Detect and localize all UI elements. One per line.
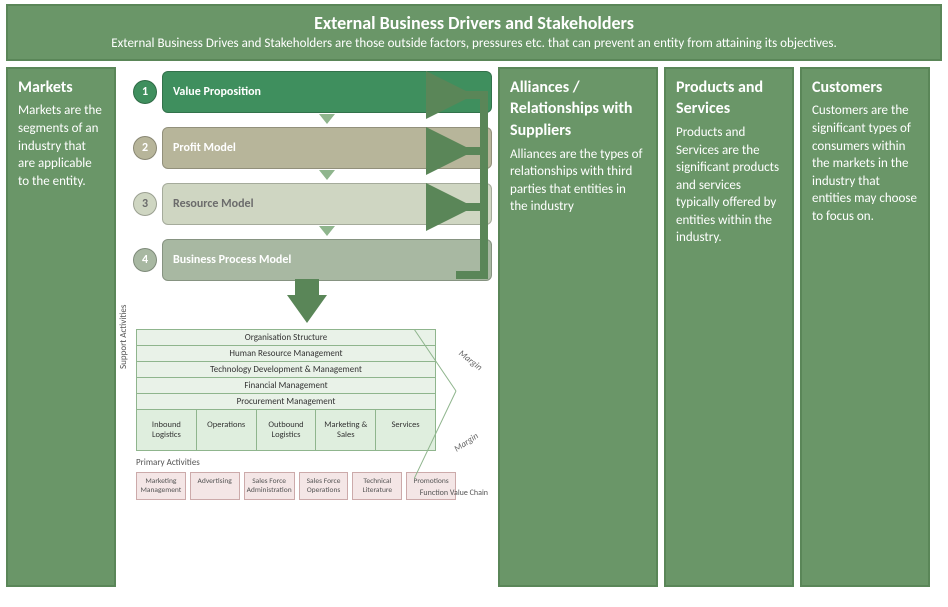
stack-num-1: 1 — [133, 80, 157, 104]
alliances-panel: Alliances / Relationships with Suppliers… — [498, 67, 658, 587]
primary-cell: Outbound Logistics — [256, 409, 317, 451]
products-body: Products and Services are the significan… — [676, 124, 782, 247]
stack-num-3: 3 — [133, 192, 157, 216]
stack-item-4: 4 Business Process Model — [162, 239, 492, 281]
stack-num-2: 2 — [133, 136, 157, 160]
function-cell: Advertising — [190, 472, 240, 500]
customers-title: Customers — [812, 77, 918, 99]
support-rows: Organisation Structure Human Resource Ma… — [136, 329, 436, 410]
primary-cell: Marketing & Sales — [315, 409, 376, 451]
products-title: Products and Services — [676, 77, 782, 120]
header-panel: External Business Drivers and Stakeholde… — [6, 4, 942, 61]
customers-body: Customers are the significant types of c… — [812, 102, 918, 225]
big-down-arrow-icon — [287, 295, 327, 323]
support-activities-label: Support Activities — [118, 304, 129, 368]
primary-row: Inbound Logistics Operations Outbound Lo… — [136, 409, 436, 451]
support-row: Technology Development & Management — [136, 361, 436, 378]
products-panel: Products and Services Products and Servi… — [664, 67, 794, 587]
function-value-chain-label: Function Value Chain — [420, 489, 488, 498]
columns-container: Markets Markets are the segments of an i… — [0, 67, 948, 587]
stack-label-1: Value Proposition — [173, 85, 261, 99]
stack-num-4: 4 — [133, 248, 157, 272]
diagram-panel: 1 Value Proposition 2 Profit Model 3 Res… — [122, 67, 492, 587]
function-cell: Sales Force Administration — [244, 472, 295, 500]
support-row: Financial Management — [136, 377, 436, 394]
function-cell: Technical Literature — [352, 472, 402, 500]
down-arrow-icon — [319, 114, 335, 124]
customers-panel: Customers Customers are the significant … — [800, 67, 930, 587]
primary-cell: Operations — [196, 409, 257, 451]
value-chain: Support Activities Organisation Structur… — [122, 329, 492, 500]
alliances-body: Alliances are the types of relationships… — [510, 146, 646, 216]
support-row: Human Resource Management — [136, 345, 436, 362]
feedback-arrows — [454, 75, 494, 305]
stack-item-3: 3 Resource Model — [162, 183, 492, 225]
stack-label-3: Resource Model — [173, 197, 254, 211]
support-row: Procurement Management — [136, 393, 436, 410]
stack-label-4: Business Process Model — [173, 253, 291, 267]
function-cell: Sales Force Operations — [299, 472, 349, 500]
model-stack: 1 Value Proposition 2 Profit Model 3 Res… — [122, 67, 492, 281]
primary-cell: Inbound Logistics — [136, 409, 197, 451]
header-subtitle: External Business Drives and Stakeholder… — [28, 36, 920, 53]
function-cell: Marketing Management — [136, 472, 186, 500]
markets-title: Markets — [18, 77, 104, 99]
stack-label-2: Profit Model — [173, 141, 236, 155]
support-row: Organisation Structure — [136, 329, 436, 346]
markets-body: Markets are the segments of an industry … — [18, 102, 104, 190]
alliances-title: Alliances / Relationships with Suppliers — [510, 77, 646, 142]
function-row: Marketing Management Advertising Sales F… — [136, 472, 456, 500]
stack-item-2: 2 Profit Model — [162, 127, 492, 169]
down-arrow-icon — [319, 170, 335, 180]
down-arrow-icon — [319, 226, 335, 236]
markets-panel: Markets Markets are the segments of an i… — [6, 67, 116, 587]
stack-item-1: 1 Value Proposition — [162, 71, 492, 113]
header-title: External Business Drivers and Stakeholde… — [28, 12, 920, 34]
